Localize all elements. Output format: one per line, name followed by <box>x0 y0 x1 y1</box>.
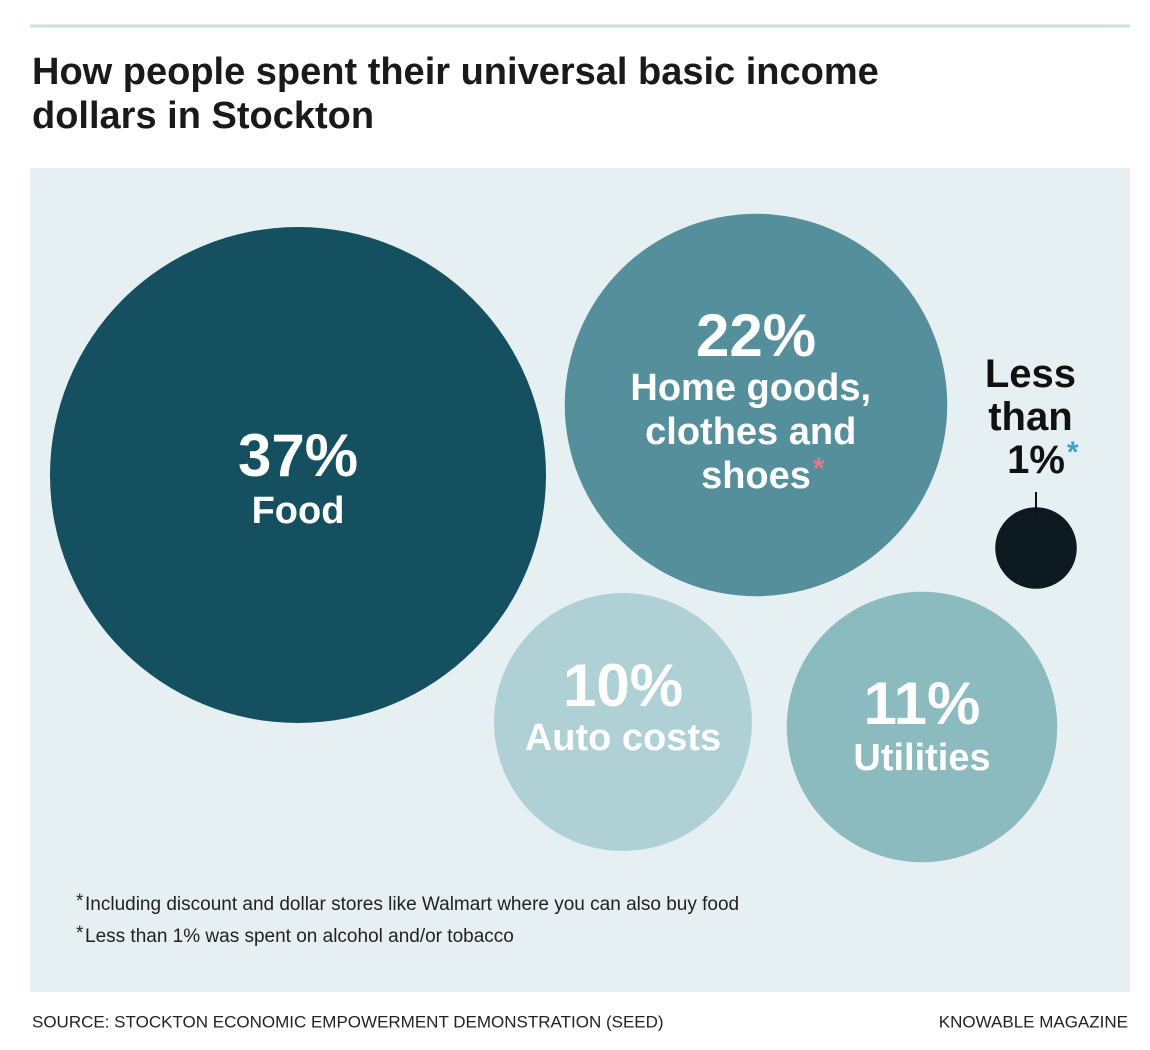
bubble <box>564 213 948 597</box>
footnote-marker: * <box>813 452 825 485</box>
category-label: Auto costs <box>525 717 721 759</box>
source: SOURCE: STOCKTON ECONOMIC EMPOWERMENT DE… <box>32 1012 664 1031</box>
footnote: Less than 1% was spent on alcohol and/or… <box>85 926 514 947</box>
footnote-marker: * <box>76 923 84 944</box>
footnote-marker: * <box>76 891 84 912</box>
value-label: 22% <box>696 302 816 369</box>
credit: KNOWABLE MAGAZINE <box>939 1012 1128 1031</box>
bubble <box>50 227 546 723</box>
value-label: 37% <box>238 422 358 489</box>
bubble <box>786 591 1058 863</box>
chart-title: How people spent their universal basic i… <box>32 51 889 137</box>
category-label: Utilities <box>853 737 990 779</box>
value-label: Less than 1% <box>985 352 1087 482</box>
footnote-marker: * <box>1067 436 1079 469</box>
category-label: Home goods, clothes and shoes <box>630 367 881 497</box>
value-label: 10% <box>563 652 683 719</box>
footnote: Including discount and dollar stores lik… <box>85 894 739 915</box>
category-label: Food <box>252 490 345 532</box>
bubble <box>494 593 752 851</box>
value-label: 11% <box>864 670 981 737</box>
bubble <box>995 507 1077 589</box>
